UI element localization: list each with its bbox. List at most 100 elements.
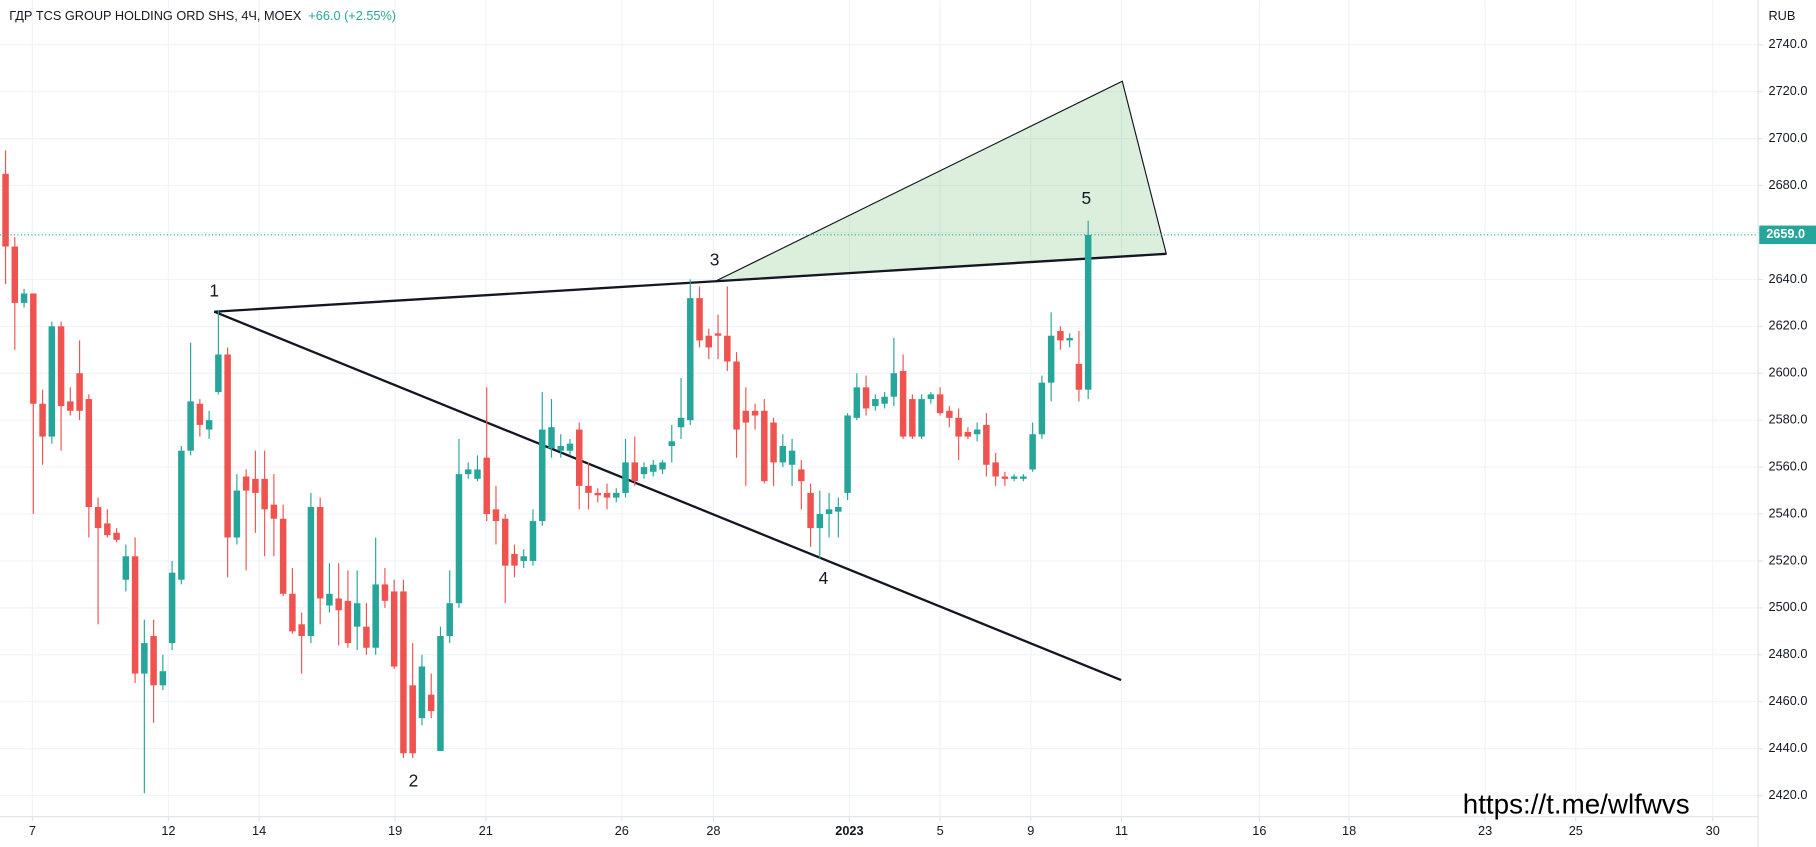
candle-body [511, 553, 518, 566]
watermark: https://t.me/wlfwvs [1463, 789, 1690, 820]
candle-body [455, 474, 463, 604]
candle-body [196, 403, 204, 425]
candle-body [1057, 331, 1064, 341]
candle-body [1084, 234, 1092, 390]
candle-body [261, 478, 268, 510]
x-tick-label: 18 [1342, 823, 1356, 838]
candle-body [159, 671, 167, 686]
candle-body [613, 492, 620, 498]
candle-body [446, 603, 453, 637]
candle-body [279, 518, 287, 594]
candle-body [770, 422, 777, 463]
candle-body [899, 370, 907, 437]
candle-body [983, 424, 990, 465]
candle-body [807, 492, 814, 529]
candle-body [335, 598, 342, 611]
candle-body [67, 401, 74, 411]
candle-body [501, 518, 509, 566]
candle-body [668, 441, 676, 446]
candle-body [409, 685, 416, 754]
candle-body [1075, 363, 1083, 390]
candle-body [520, 556, 527, 561]
candle-body [464, 469, 472, 475]
candle-body [751, 410, 759, 416]
candle-body [242, 476, 250, 491]
candle-body [252, 478, 259, 493]
candle-body [557, 445, 564, 451]
candle-body [696, 298, 703, 341]
candle-body [640, 467, 648, 475]
x-tick-label: 16 [1252, 823, 1266, 838]
candle-body [733, 361, 740, 430]
x-tick-label: 25 [1569, 823, 1583, 838]
candle-body [825, 509, 833, 515]
y-tick-label: 2620.0 [1769, 318, 1808, 333]
candle-body [20, 293, 28, 303]
x-tick-label: 7 [29, 823, 36, 838]
candle-body [76, 373, 83, 411]
candle-body [178, 450, 185, 580]
candle-body [705, 335, 713, 348]
y-tick-label: 2720.0 [1769, 83, 1808, 98]
candle-body [326, 593, 333, 606]
candle-body [909, 399, 916, 437]
candle-body [881, 396, 888, 404]
x-tick-label: 9 [1027, 823, 1034, 838]
x-tick-label: 28 [706, 823, 720, 838]
candle-body [576, 429, 583, 486]
candle-body [918, 399, 925, 437]
x-tick-label: 2023 [835, 823, 863, 838]
candle-body [946, 410, 953, 418]
candle-body [205, 420, 213, 430]
x-tick-label: 23 [1478, 823, 1492, 838]
wave-label: 2 [409, 771, 419, 791]
candle-body [964, 431, 972, 437]
candle-body [1010, 476, 1018, 479]
candle-body [474, 469, 481, 479]
candle-body [372, 584, 379, 648]
trend-line [213, 310, 1122, 682]
wave-label: 1 [209, 281, 219, 301]
candle-body [714, 333, 722, 336]
y-tick-label: 2700.0 [1769, 130, 1808, 145]
last-price-box [1759, 225, 1816, 245]
candle-body [853, 387, 861, 418]
candle-body [816, 514, 824, 529]
candle-body [677, 417, 685, 428]
y-tick-label: 2680.0 [1769, 177, 1808, 192]
x-tick-label: 19 [388, 823, 402, 838]
candle-body [1001, 476, 1009, 479]
x-tick-label: 26 [615, 823, 629, 838]
candle-body [603, 492, 611, 498]
candle-body [344, 600, 352, 644]
candle-body [798, 469, 805, 482]
y-tick-label: 2600.0 [1769, 365, 1808, 380]
candle-body [742, 410, 750, 423]
candle-body [11, 246, 19, 303]
x-tick-label: 21 [479, 823, 493, 838]
candle-body [224, 354, 231, 538]
candle-body [150, 636, 157, 686]
candle-body [215, 354, 222, 393]
candle-body [307, 506, 315, 637]
wave-label: 3 [710, 249, 720, 269]
candle-body [122, 556, 130, 580]
candle-body [94, 506, 102, 529]
candle-body [2, 173, 9, 247]
candle-body [168, 572, 176, 644]
candle-body [1020, 476, 1027, 479]
candle-body [548, 427, 555, 449]
candle-body [400, 591, 407, 754]
candle-body [39, 403, 46, 437]
x-tick-label: 5 [937, 823, 944, 838]
y-tick-label: 2480.0 [1769, 646, 1808, 661]
candle-body [1038, 382, 1046, 435]
candle-body [353, 603, 361, 627]
candle-body [779, 445, 787, 463]
price-change: +66.0 (+2.55%) [308, 8, 396, 23]
candle-body [85, 399, 93, 507]
candle-body [381, 584, 389, 601]
candle-body [992, 462, 999, 477]
candle-body [594, 492, 601, 496]
